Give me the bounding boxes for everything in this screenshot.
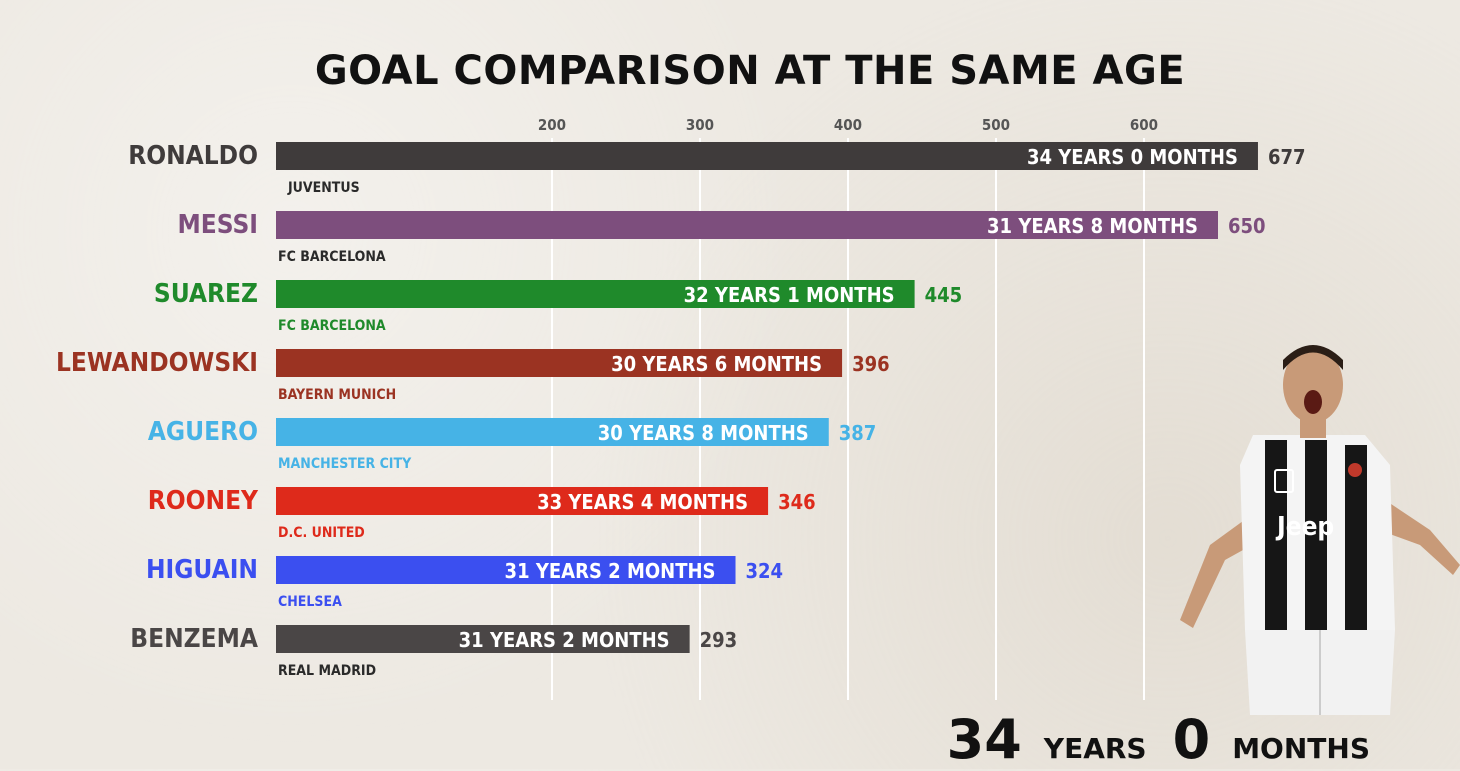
player-name-label: RONALDO — [128, 141, 258, 171]
player-name-label: BENZEMA — [130, 624, 258, 654]
player-name-label: SUAREZ — [154, 279, 258, 309]
value-label: 387 — [839, 421, 877, 445]
value-label: 445 — [925, 283, 963, 307]
value-label: 396 — [852, 352, 890, 376]
age-label: 31 YEARS 2 MONTHS — [459, 628, 670, 652]
value-label: 293 — [700, 628, 738, 652]
bar — [276, 211, 1218, 239]
age-label: 34 YEARS 0 MONTHS — [1027, 145, 1238, 169]
club-label: D.C. UNITED — [278, 525, 365, 541]
x-tick-label: 600 — [1130, 116, 1158, 134]
club-label: MANCHESTER CITY — [278, 456, 412, 472]
x-tick-label: 500 — [982, 116, 1010, 134]
player-name-label: AGUERO — [148, 417, 258, 447]
bar — [276, 487, 769, 515]
club-label: BAYERN MUNICH — [278, 387, 396, 403]
bar — [276, 142, 1258, 170]
svg-text:Jeep: Jeep — [1275, 512, 1334, 542]
age-months-value: 0 — [1172, 708, 1211, 771]
club-label: REAL MADRID — [278, 663, 376, 679]
value-label: 650 — [1228, 214, 1266, 238]
age-readout: 34 YEARS 0 MONTHS — [947, 708, 1370, 771]
player-name-label: MESSI — [178, 210, 259, 240]
age-years-label: YEARS — [1043, 732, 1147, 765]
age-years-value: 34 — [946, 708, 1022, 771]
club-label: FC BARCELONA — [278, 249, 386, 265]
club-label: JUVENTUS — [287, 180, 360, 196]
value-label: 324 — [746, 559, 784, 583]
player-name-label: HIGUAIN — [146, 555, 258, 585]
age-label: 30 YEARS 6 MONTHS — [611, 352, 822, 376]
age-label: 32 YEARS 1 MONTHS — [684, 283, 895, 307]
bar — [276, 418, 829, 446]
bar — [276, 349, 843, 377]
x-tick-label: 400 — [834, 116, 862, 134]
value-label: 677 — [1268, 145, 1306, 169]
club-label: FC BARCELONA — [278, 318, 386, 334]
value-label: 346 — [778, 490, 816, 514]
bar — [276, 556, 736, 584]
x-tick-label: 200 — [538, 116, 566, 134]
player-photo: Jeep — [1180, 345, 1460, 715]
club-label: CHELSEA — [278, 594, 342, 610]
chart-title: GOAL COMPARISON AT THE SAME AGE — [314, 48, 1186, 94]
bar — [276, 280, 915, 308]
bar — [276, 625, 690, 653]
age-label: 31 YEARS 8 MONTHS — [987, 214, 1198, 238]
age-label: 33 YEARS 4 MONTHS — [537, 490, 748, 514]
age-months-label: MONTHS — [1232, 732, 1370, 765]
age-label: 31 YEARS 2 MONTHS — [505, 559, 716, 583]
player-name-label: LEWANDOWSKI — [56, 348, 258, 378]
x-tick-label: 300 — [686, 116, 714, 134]
age-label: 30 YEARS 8 MONTHS — [598, 421, 809, 445]
player-name-label: ROONEY — [148, 486, 259, 516]
